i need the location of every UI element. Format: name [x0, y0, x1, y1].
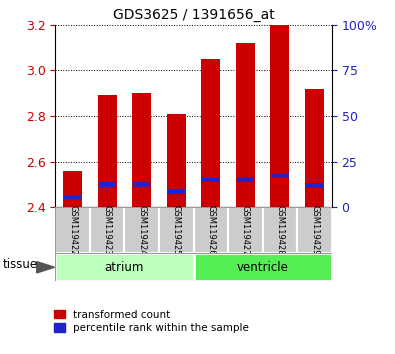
Polygon shape	[37, 262, 55, 273]
Bar	[132, 93, 151, 207]
Bar	[237, 177, 254, 182]
Title: GDS3625 / 1391656_at: GDS3625 / 1391656_at	[113, 8, 275, 22]
Text: GSM119428: GSM119428	[275, 205, 284, 256]
Bar	[99, 182, 116, 187]
Bar	[98, 96, 117, 207]
Bar	[306, 183, 323, 188]
Text: ventricle: ventricle	[237, 261, 289, 274]
Text: atrium: atrium	[105, 261, 144, 274]
Bar	[297, 207, 332, 253]
Text: GSM119429: GSM119429	[310, 205, 319, 255]
Bar	[168, 189, 185, 194]
Bar	[55, 207, 90, 253]
Bar	[271, 25, 290, 207]
Bar	[194, 253, 332, 281]
Bar	[263, 207, 297, 253]
Bar	[236, 43, 255, 207]
Bar	[159, 207, 194, 253]
Bar	[124, 207, 159, 253]
Bar	[90, 207, 124, 253]
Bar	[194, 207, 228, 253]
Text: GSM119426: GSM119426	[206, 205, 215, 256]
Bar	[305, 88, 324, 207]
Bar	[64, 195, 81, 199]
Bar	[167, 114, 186, 207]
Text: GSM119425: GSM119425	[172, 205, 181, 255]
Bar	[228, 207, 263, 253]
Bar	[271, 173, 288, 178]
Bar	[201, 59, 220, 207]
Bar	[63, 171, 82, 207]
Bar	[202, 178, 219, 182]
Text: GSM119423: GSM119423	[103, 205, 112, 256]
Text: GSM119422: GSM119422	[68, 205, 77, 255]
Bar	[133, 182, 150, 187]
Legend: transformed count, percentile rank within the sample: transformed count, percentile rank withi…	[54, 310, 249, 333]
Text: GSM119427: GSM119427	[241, 205, 250, 256]
Text: GSM119424: GSM119424	[137, 205, 146, 255]
Text: tissue: tissue	[3, 258, 38, 271]
Bar	[55, 253, 194, 281]
